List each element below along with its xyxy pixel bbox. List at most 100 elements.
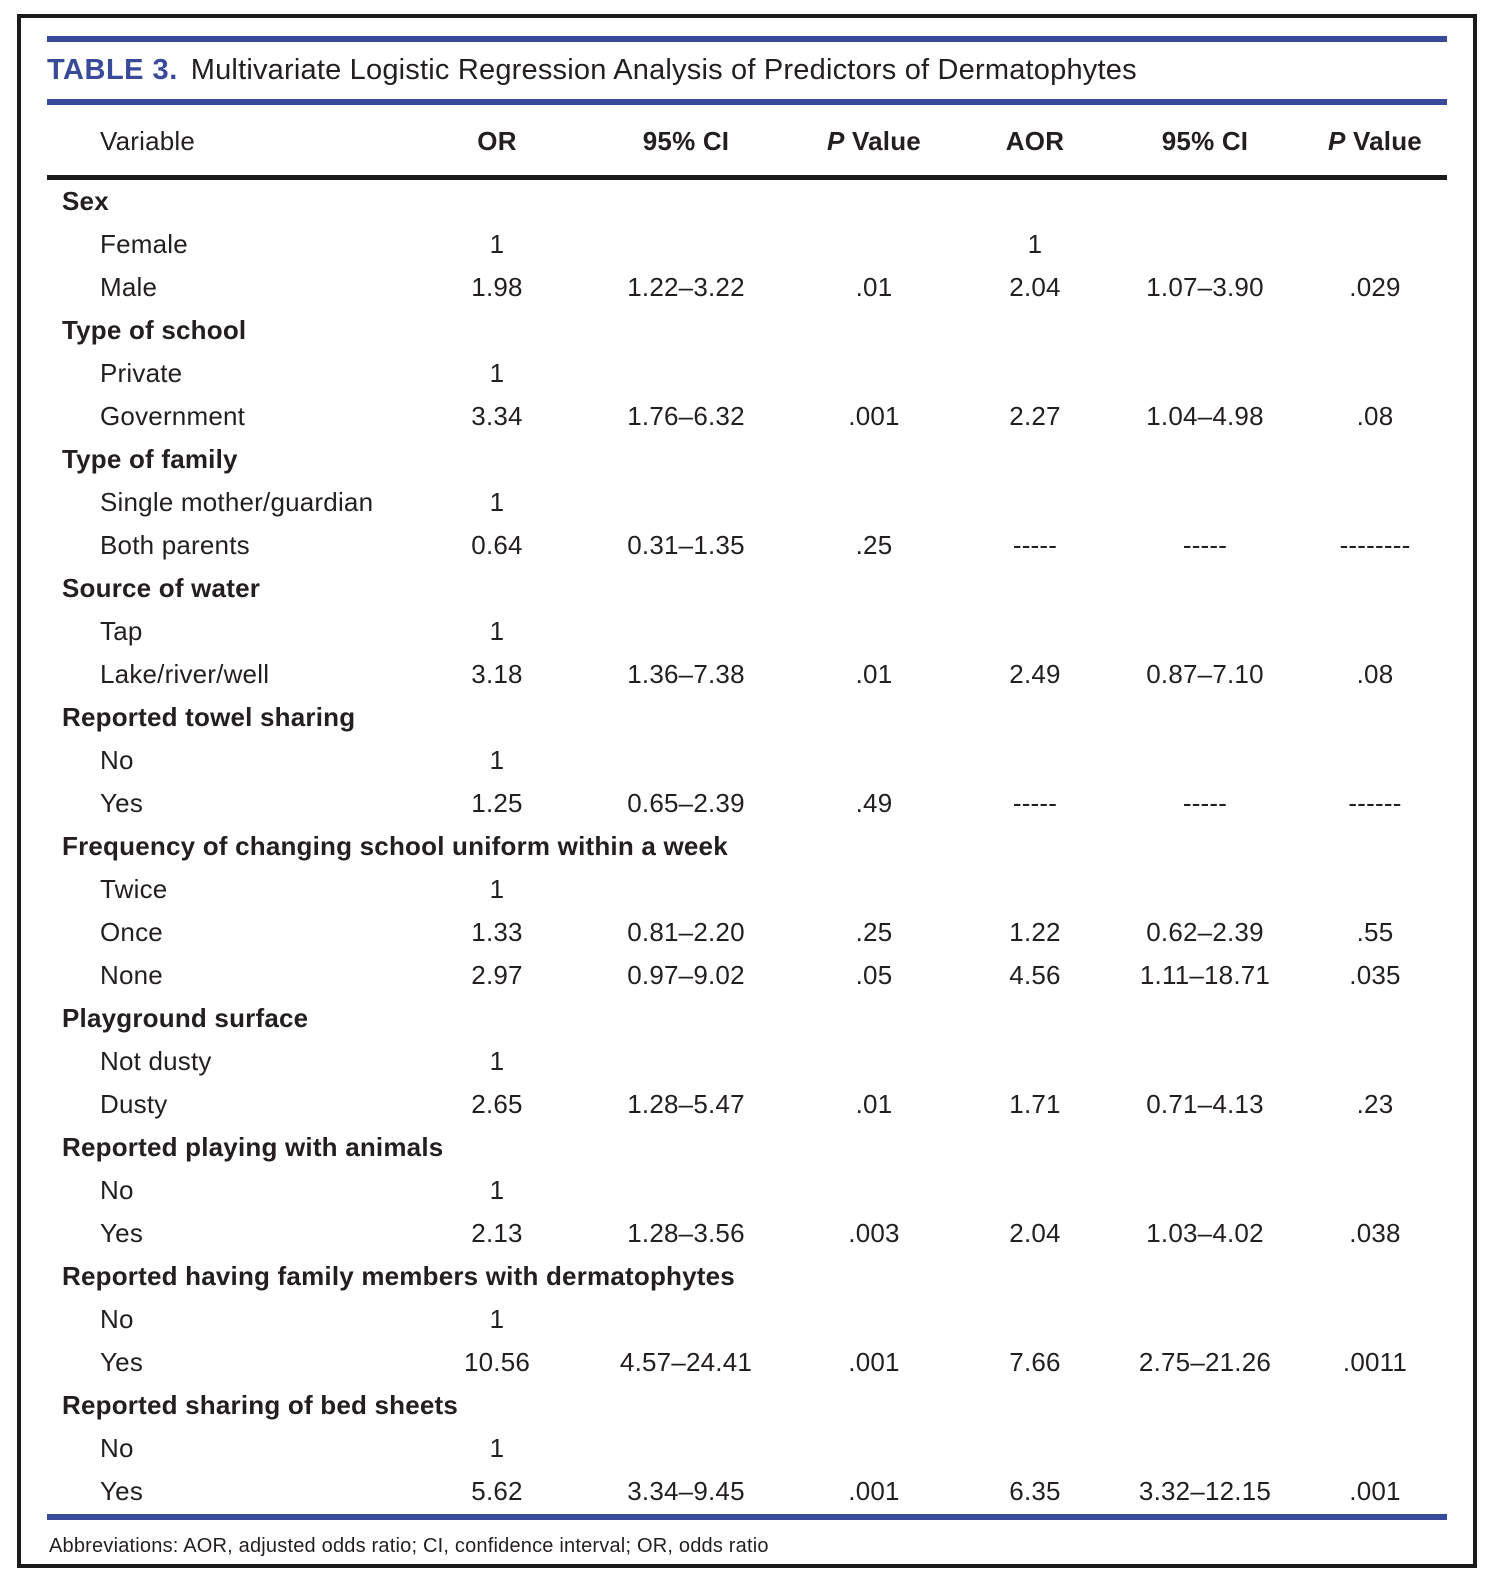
row-value: .038 <box>1349 1217 1401 1248</box>
row-value <box>1107 352 1303 395</box>
data-row: Not dusty 1 <box>47 1040 1447 1083</box>
table-frame: TABLE 3. Multivariate Logistic Regressio… <box>17 14 1477 1568</box>
row-value: 1.11–18.71 <box>1139 959 1271 990</box>
row-value: 1.76–6.32 <box>627 400 745 431</box>
row-value: .25 <box>855 916 893 947</box>
row-label: Once <box>100 916 163 947</box>
row-value: 1.98 <box>471 271 523 302</box>
row-value: 1 <box>489 615 505 646</box>
row-value: 1.07–3.90 <box>1146 271 1264 302</box>
column-header-variable: Variable <box>47 105 407 180</box>
row-value: 1 <box>489 744 505 775</box>
row-label: Male <box>100 271 158 302</box>
row-value <box>587 1040 785 1083</box>
group-header-label: Playground surface <box>62 1002 309 1033</box>
data-row: No 1 <box>47 1427 1447 1470</box>
data-row: Lake/river/well 3.18 1.36–7.38 .01 2.49 0.87–… <box>47 653 1447 696</box>
row-value: .05 <box>855 959 893 990</box>
row-value <box>785 1169 963 1212</box>
row-value <box>587 481 785 524</box>
row-value <box>587 610 785 653</box>
row-value: 5.62 <box>471 1475 523 1506</box>
row-value <box>785 1040 963 1083</box>
row-value: 1 <box>1027 228 1043 259</box>
group-header-label: Type of family <box>62 443 238 474</box>
data-row: No 1 <box>47 739 1447 782</box>
row-value: 1.25 <box>471 787 523 818</box>
row-value <box>785 739 963 782</box>
group-header-label: Sex <box>62 185 109 216</box>
row-value: ----- <box>1182 529 1228 560</box>
row-value: .001 <box>1349 1475 1401 1506</box>
row-value: .01 <box>855 271 893 302</box>
row-value: 0.31–1.35 <box>627 529 745 560</box>
row-value: .23 <box>1356 1088 1394 1119</box>
row-value <box>587 352 785 395</box>
row-value <box>963 1169 1107 1212</box>
row-value: 7.66 <box>1009 1346 1061 1377</box>
bottom-divider <box>47 1513 1447 1520</box>
row-value <box>587 1427 785 1470</box>
data-row: None 2.97 0.97–9.02 .05 4.56 1.11–18.71 .035 <box>47 954 1447 997</box>
data-row: Dusty 2.65 1.28–5.47 .01 1.71 0.71–4.13 .23 <box>47 1083 1447 1126</box>
column-header-aor: AOR <box>963 105 1107 180</box>
row-label: Both parents <box>100 529 250 560</box>
group-header-row: Reported having family members with derm… <box>47 1255 1447 1298</box>
row-value <box>963 1298 1107 1341</box>
column-header-pvalue-crude: P Value <box>785 105 963 180</box>
row-value <box>587 223 785 266</box>
row-value: 2.49 <box>1009 658 1061 689</box>
row-value: 3.34–9.45 <box>627 1475 745 1506</box>
row-value: 3.34 <box>471 400 523 431</box>
row-value <box>1303 223 1447 266</box>
title-divider <box>47 99 1447 105</box>
data-row: Yes 2.13 1.28–3.56 .003 2.04 1.03–4.02 .038 <box>47 1212 1447 1255</box>
row-value: 1 <box>489 873 505 904</box>
group-header-row: Sex <box>47 177 1447 223</box>
row-label: None <box>100 959 163 990</box>
row-value <box>1303 352 1447 395</box>
row-value: .035 <box>1349 959 1401 990</box>
row-label: Twice <box>100 873 168 904</box>
data-row: No 1 <box>47 1169 1447 1212</box>
row-label: Government <box>100 400 246 431</box>
p-italic: P <box>827 125 845 156</box>
row-value: 1.71 <box>1009 1088 1061 1119</box>
table-title: TABLE 3. Multivariate Logistic Regressio… <box>47 42 1447 99</box>
row-value <box>785 481 963 524</box>
data-row: Yes 1.25 0.65–2.39.49 ----- ----- ------ <box>47 782 1447 825</box>
row-value: ----- <box>1012 529 1058 560</box>
row-value <box>1107 739 1303 782</box>
row-value <box>963 481 1107 524</box>
row-value: -------- <box>1339 529 1411 560</box>
value-word: Value <box>1353 125 1422 156</box>
row-value <box>785 610 963 653</box>
row-value: 2.04 <box>1009 1217 1061 1248</box>
row-value: .003 <box>848 1217 900 1248</box>
row-value: 3.32–12.15 <box>1138 1475 1272 1506</box>
row-value <box>1303 1298 1447 1341</box>
row-value: 0.62–2.39 <box>1146 916 1264 947</box>
row-value <box>963 868 1107 911</box>
row-value <box>963 739 1107 782</box>
row-value <box>587 739 785 782</box>
row-value: 10.56 <box>463 1346 531 1377</box>
row-value: .001 <box>848 1346 900 1377</box>
row-label: Tap <box>100 615 143 646</box>
row-value: ----- <box>1012 787 1058 818</box>
row-value: 1 <box>489 1432 505 1463</box>
data-row: Tap 1 <box>47 610 1447 653</box>
row-value <box>1303 1169 1447 1212</box>
row-value <box>963 1040 1107 1083</box>
row-value: 4.56 <box>1009 959 1061 990</box>
data-row: Twice 1 <box>47 868 1447 911</box>
row-value: 2.75–21.26 <box>1138 1346 1272 1377</box>
group-header-row: Frequency of changing school uniform wit… <box>47 825 1447 868</box>
row-label: Private <box>100 357 183 388</box>
row-value: 1.22–3.22 <box>627 271 745 302</box>
row-value: ----- <box>1182 787 1228 818</box>
row-value <box>785 223 963 266</box>
row-value: 1 <box>489 1045 505 1076</box>
data-row: Once 1.33 0.81–2.20 .25 1.22 0.62–2.39 .55 <box>47 911 1447 954</box>
row-value <box>963 1427 1107 1470</box>
